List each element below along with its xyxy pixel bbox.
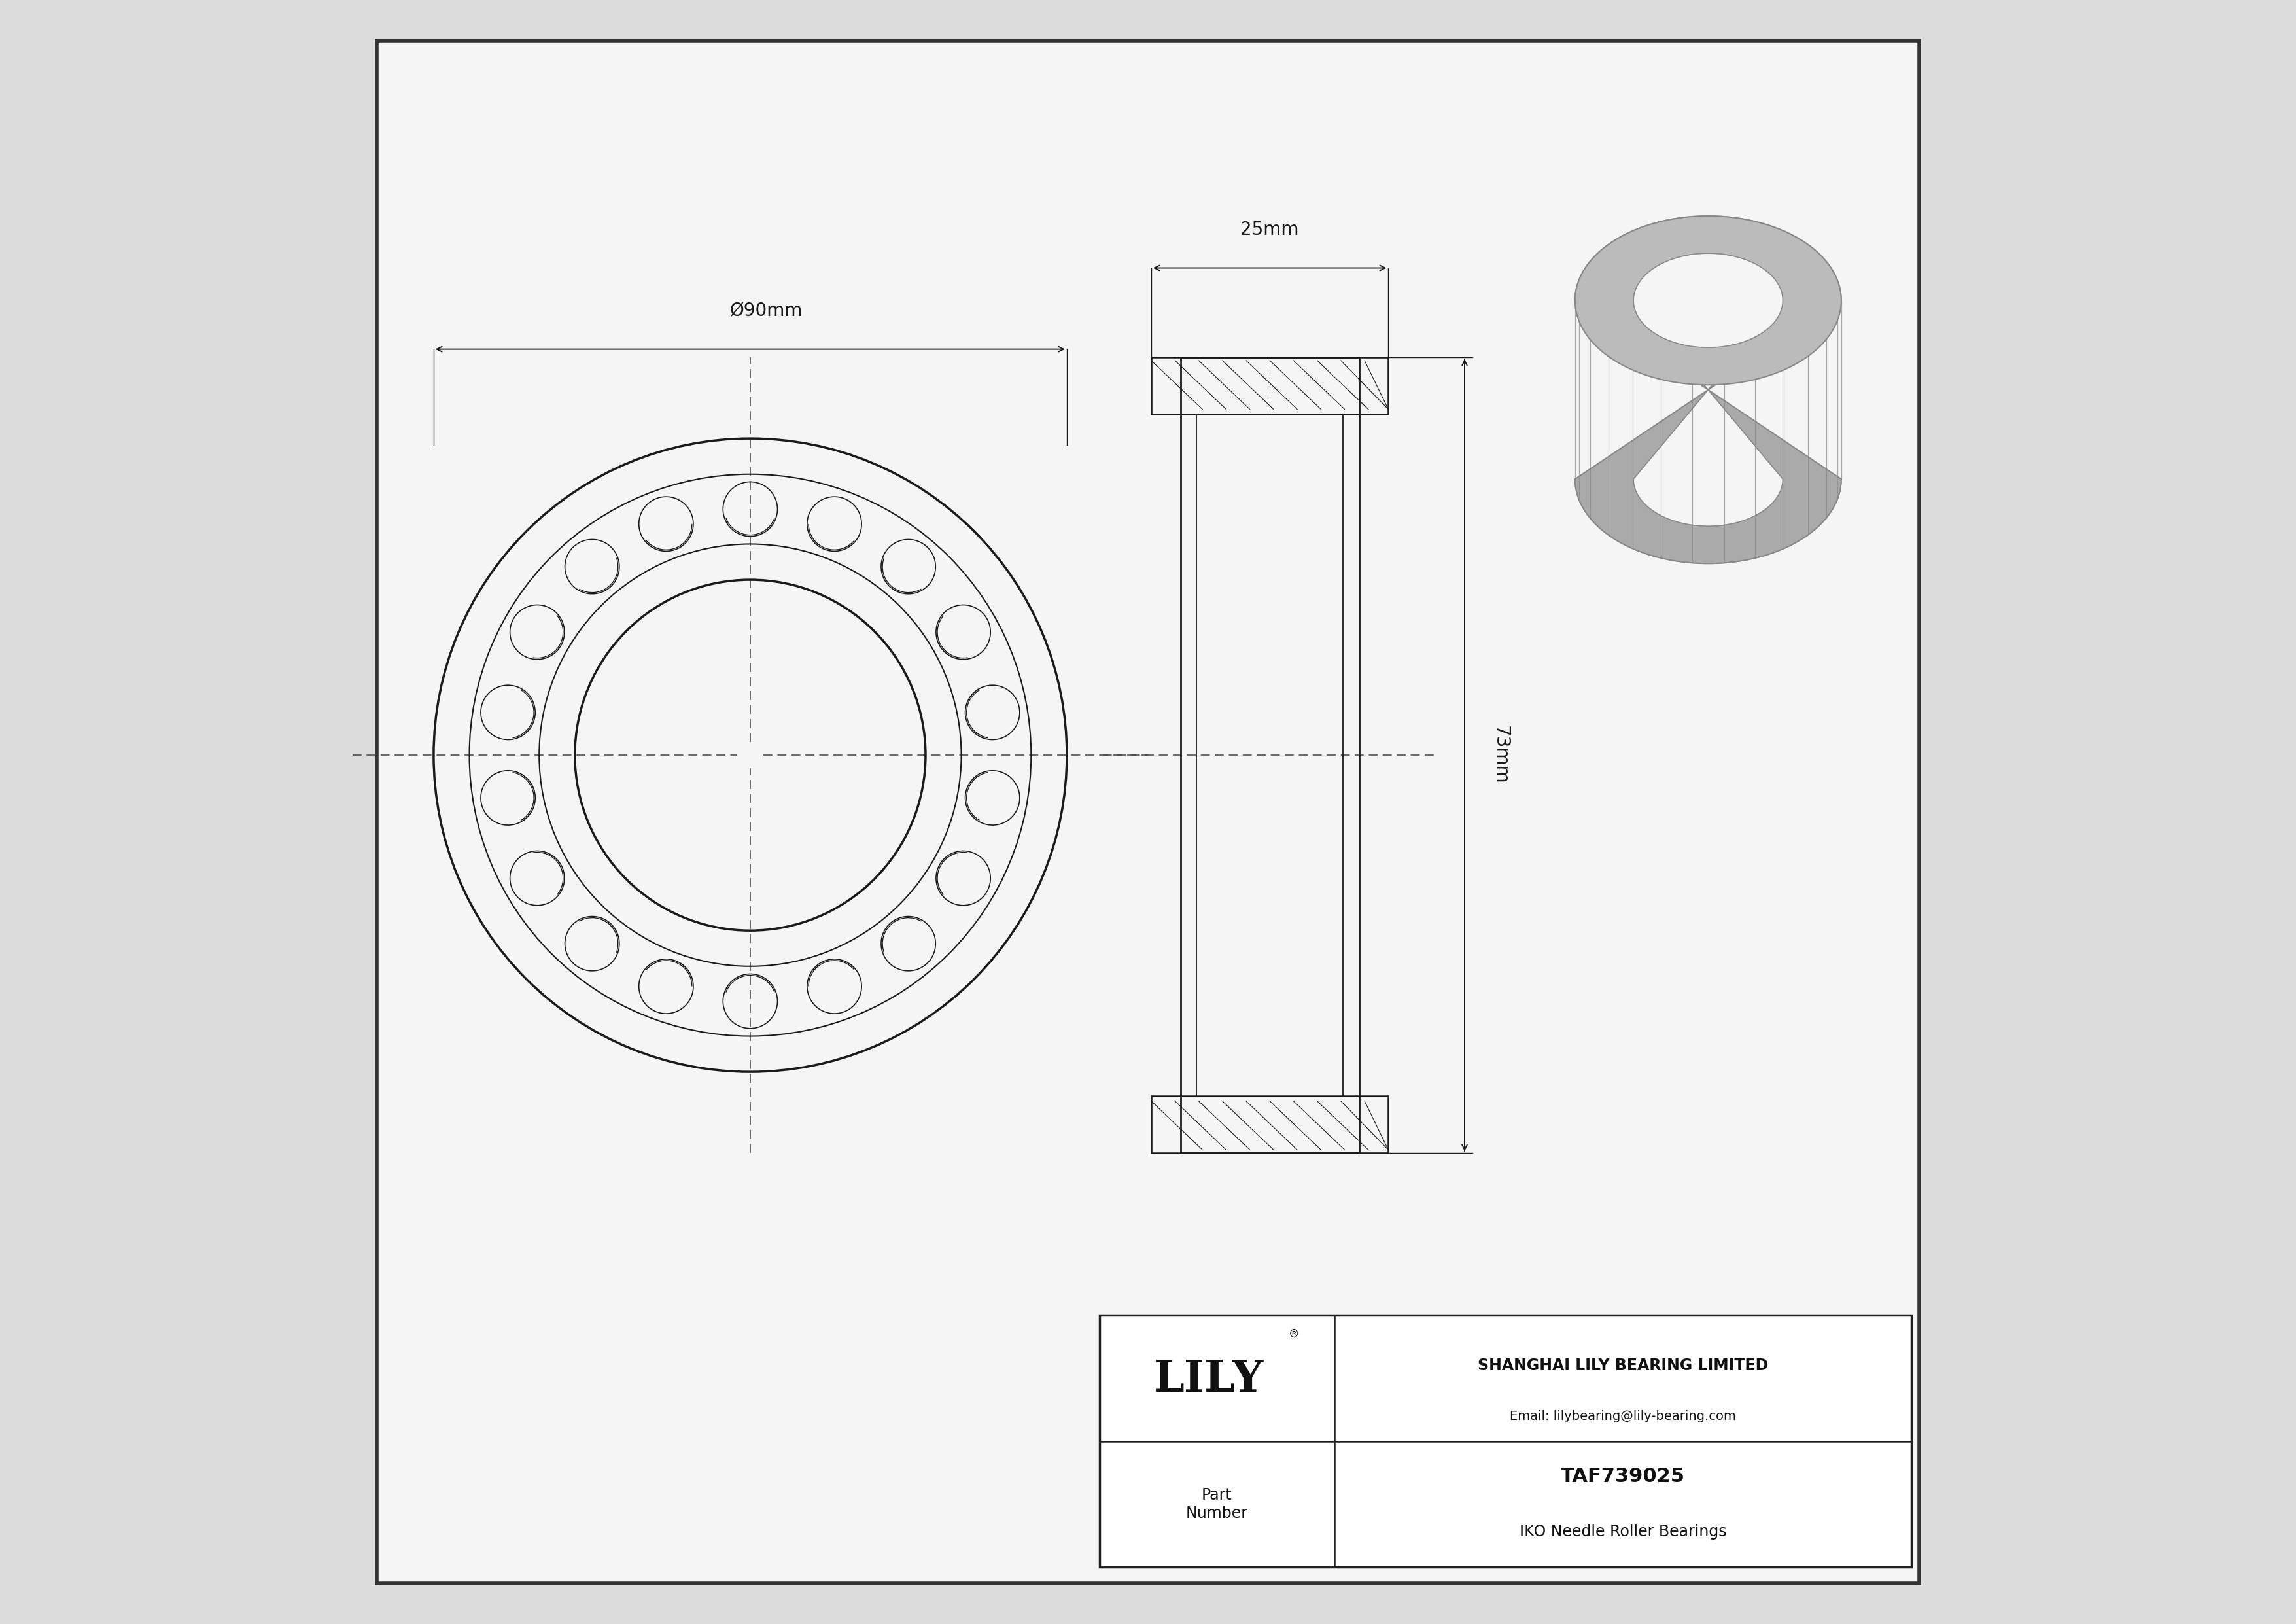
Text: Ø90mm: Ø90mm xyxy=(730,302,804,320)
Text: LILY: LILY xyxy=(1155,1358,1263,1402)
Bar xyxy=(1150,357,1389,414)
Text: 73mm: 73mm xyxy=(1490,726,1508,784)
Text: ®: ® xyxy=(1288,1328,1300,1340)
Polygon shape xyxy=(1632,253,1782,526)
Text: TAF739025: TAF739025 xyxy=(1561,1466,1685,1486)
Text: Part
Number: Part Number xyxy=(1187,1488,1249,1522)
Bar xyxy=(1100,1315,1910,1567)
Text: SHANGHAI LILY BEARING LIMITED: SHANGHAI LILY BEARING LIMITED xyxy=(1479,1358,1768,1374)
Bar xyxy=(1180,357,1359,1153)
Bar xyxy=(1150,1096,1389,1153)
Text: Email: lilybearing@lily-bearing.com: Email: lilybearing@lily-bearing.com xyxy=(1511,1410,1736,1423)
Polygon shape xyxy=(1632,253,1782,348)
Text: IKO Needle Roller Bearings: IKO Needle Roller Bearings xyxy=(1520,1523,1727,1540)
Polygon shape xyxy=(1575,216,1841,564)
Text: 25mm: 25mm xyxy=(1240,221,1300,239)
Polygon shape xyxy=(1575,216,1841,385)
